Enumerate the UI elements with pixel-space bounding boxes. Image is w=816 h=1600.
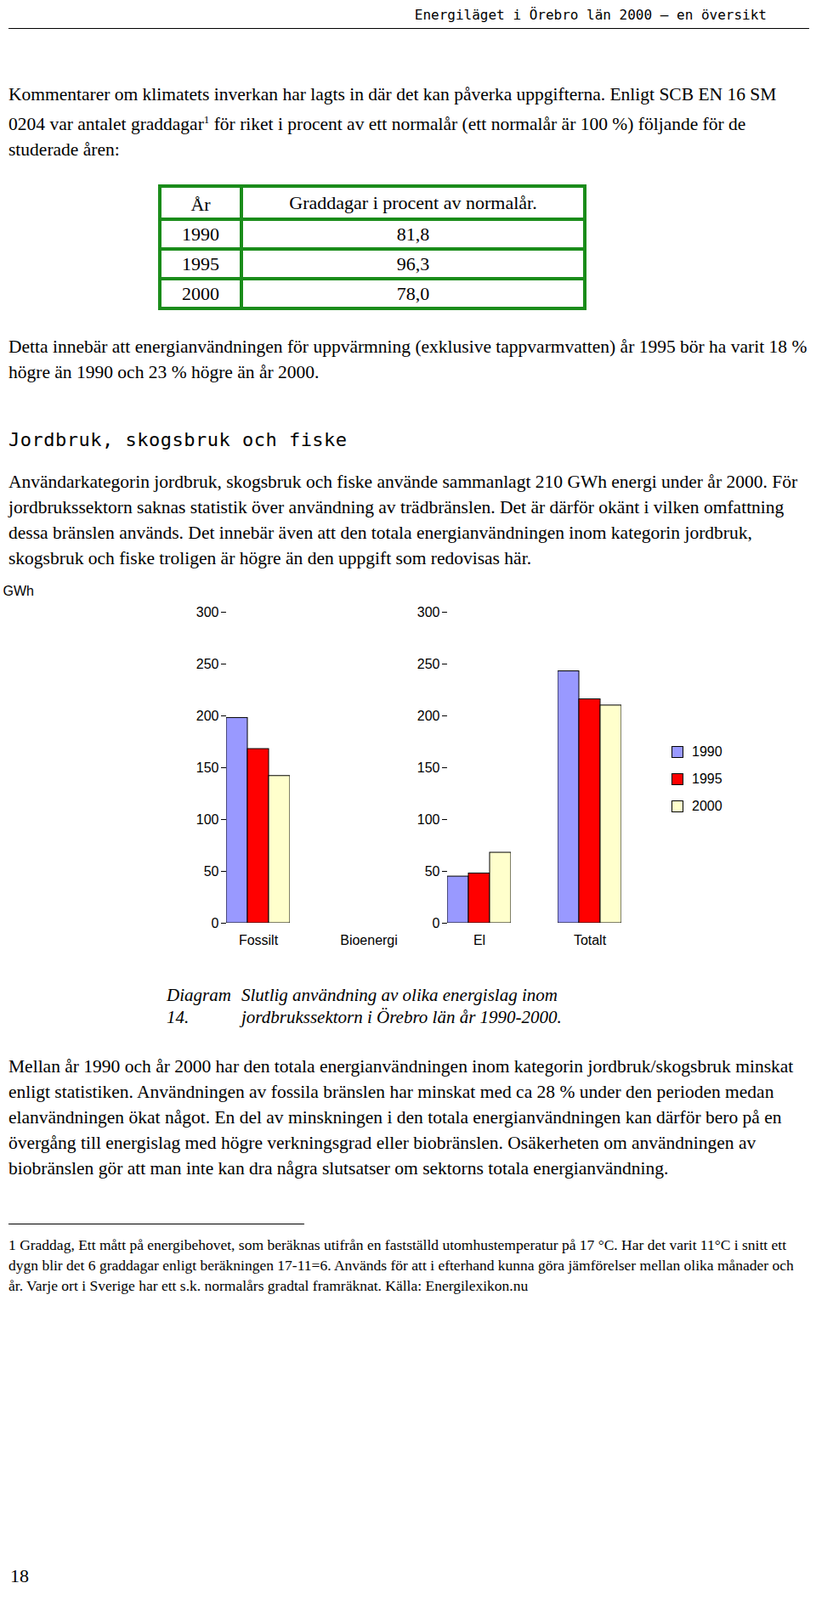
html-text:Jordbruk, skogsbruk och fiske: Jordbruk, skogsbruk och fiske <box>8 429 348 451</box>
svg-text:150: 150 <box>417 760 441 776</box>
svg-text:0: 0 <box>211 916 220 931</box>
html-text:1 Graddag, Ett mått på energib: 1 Graddag, Ett mått på energibehovet, so… <box>8 1236 794 1295</box>
html-text:1995: 1995 <box>691 771 723 787</box>
html-text:96,3: 96,3 <box>396 253 430 275</box>
svg-text:Totalt: Totalt <box>573 933 607 948</box>
svg-text:GWh: GWh <box>3 583 34 599</box>
html-text:Kommentarer om klimatets inver: Kommentarer om klimatets inverkan har la… <box>8 84 777 160</box>
svg-text:Fossilt: Fossilt <box>238 933 279 948</box>
svg-text:100: 100 <box>196 812 220 828</box>
html-text:1990: 1990 <box>181 223 220 245</box>
svg-text:50: 50 <box>204 864 220 879</box>
html-text:Graddagar i procent av normalå: Graddagar i procent av normalår. <box>289 192 537 214</box>
html-text:81,8: 81,8 <box>396 223 430 245</box>
html-text:1990: 1990 <box>691 744 723 760</box>
svg-text:200: 200 <box>196 708 220 724</box>
html-text:Slutlig användning av olika en: Slutlig användning av olika energislag i… <box>241 985 562 1028</box>
html-text:Mellan år 1990 och år 2000 har: Mellan år 1990 och år 2000 har den total… <box>8 1056 794 1180</box>
html-text:1995: 1995 <box>181 253 220 275</box>
svg-text:100: 100 <box>417 812 441 828</box>
svg-text:250: 250 <box>196 657 220 672</box>
svg-text:150: 150 <box>196 760 220 776</box>
html-text:78,0: 78,0 <box>396 283 430 305</box>
svg-text:200: 200 <box>417 708 441 724</box>
svg-text:250: 250 <box>417 657 441 672</box>
html-text:Användarkategorin jordbruk, sk: Användarkategorin jordbruk, skogsbruk oc… <box>8 471 798 569</box>
html-text:År: År <box>190 193 211 216</box>
html-text:2000: 2000 <box>691 799 723 814</box>
html-text:Energiläget i Örebro län 2000: Energiläget i Örebro län 2000 – en övers… <box>414 6 767 23</box>
svg-text:El: El <box>473 933 486 948</box>
html-text:18: 18 <box>10 1565 29 1587</box>
html-text:2000: 2000 <box>181 283 220 305</box>
svg-text:Bioenergi: Bioenergi <box>340 933 398 948</box>
svg-text:300: 300 <box>417 605 441 620</box>
svg-text:0: 0 <box>432 916 441 931</box>
html-text:Detta innebär att energianvänd: Detta innebär att energianvändningen för… <box>8 336 807 383</box>
html-text:Diagram 14.: Diagram 14. <box>166 985 232 1028</box>
svg-text:50: 50 <box>425 864 441 879</box>
svg-text:300: 300 <box>196 605 220 620</box>
